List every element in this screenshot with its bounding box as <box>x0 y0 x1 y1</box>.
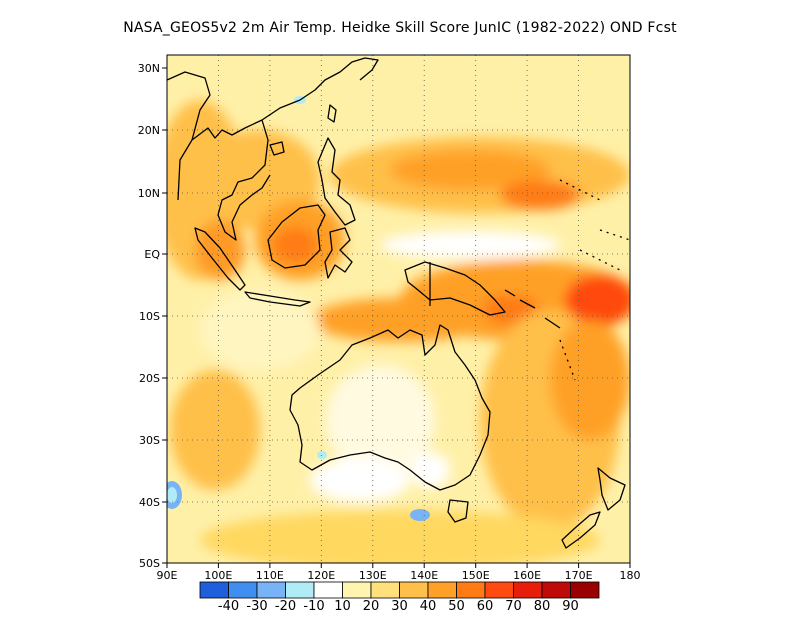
australia-interior <box>325 365 435 475</box>
australia-blue-spot <box>317 451 327 459</box>
colorbar-swatch <box>228 581 258 599</box>
lon-label: 90E <box>157 569 178 582</box>
borneo-coastline <box>267 204 326 269</box>
colorbar-swatch <box>541 581 571 599</box>
java-coastline <box>244 291 311 307</box>
colorbar-label: 90 <box>562 599 579 614</box>
asia-coastline <box>167 57 379 241</box>
nw-shelf-pale <box>200 290 320 370</box>
map-frame <box>166 54 631 564</box>
lon-label: 160E <box>513 569 541 582</box>
philippine-sea-band <box>390 150 550 190</box>
lon-label: 100E <box>204 569 232 582</box>
solomon-coastline <box>504 289 561 329</box>
australia-coastline <box>289 324 491 491</box>
colorbar-label: 80 <box>534 599 551 614</box>
colorbar-label: 30 <box>391 599 408 614</box>
borneo-hotspot <box>273 227 317 263</box>
lat-label: 10N <box>138 187 160 200</box>
lon-label: 140E <box>410 569 438 582</box>
lat-label: 20N <box>138 124 160 137</box>
colorbar-swatch <box>513 581 543 599</box>
lon-label: 120E <box>307 569 335 582</box>
lon-labels: 90E 100E 110E 120E 130E 140E 150E 160E 1… <box>157 569 641 582</box>
equatorial-white-gap <box>380 231 560 259</box>
new-guinea-coastline <box>404 261 506 316</box>
colorbar-label: 50 <box>448 599 465 614</box>
map-title: NASA_GEOS5v2 2m Air Temp. Heidke Skill S… <box>123 20 677 36</box>
colorbar-label: 60 <box>477 599 494 614</box>
new-zealand-south-coastline <box>561 511 601 549</box>
lon-label: 150E <box>462 569 490 582</box>
se-australia-white <box>410 452 450 488</box>
lon-label: 130E <box>359 569 387 582</box>
colorbar <box>199 581 600 599</box>
sumatra-coastline <box>194 227 246 291</box>
lat-label: 50S <box>139 557 160 570</box>
lon-label: 170E <box>565 569 593 582</box>
colorbar-swatch <box>342 581 372 599</box>
southern-ocean-zone <box>200 510 600 563</box>
philippine-sea-core <box>500 180 580 210</box>
maritime-south-zone <box>310 298 490 342</box>
axis-ticks <box>162 67 631 568</box>
lat-label: EQ <box>144 248 160 261</box>
sumatra-zone <box>195 220 245 280</box>
bight-white <box>310 458 410 502</box>
central-pacific-hotspot <box>565 275 630 325</box>
colorbar-swatch <box>285 581 315 599</box>
colorbar-label: -30 <box>246 599 267 614</box>
colorbar-swatch <box>313 581 343 599</box>
skill-field <box>167 55 630 563</box>
lon-label: 180 <box>620 569 641 582</box>
new-zealand-north-coastline <box>597 467 626 511</box>
sulawesi-coastline <box>324 227 353 279</box>
lat-label: 10S <box>139 310 160 323</box>
graticule <box>167 55 630 563</box>
lat-label: 20S <box>139 372 160 385</box>
colorbar-label: -40 <box>218 599 239 614</box>
colorbar-swatch <box>570 581 600 599</box>
colorbar-swatch <box>427 581 457 599</box>
south-of-australia-blue <box>410 509 430 521</box>
southern-indian-zone <box>170 370 260 490</box>
pacific-islands <box>559 179 630 381</box>
southern-indian-ocean-blue-core <box>167 487 177 503</box>
colorbar-swatch <box>456 581 486 599</box>
colorbar-swatch <box>370 581 400 599</box>
lon-label: 110E <box>256 569 284 582</box>
philippines-coastline <box>317 137 356 226</box>
colorbar-label: 70 <box>505 599 522 614</box>
colorbar-labels: -40 -30 -20 -10 10 20 30 40 50 60 70 80 … <box>218 599 579 614</box>
colorbar-swatch <box>484 581 514 599</box>
colorbar-label: 10 <box>334 599 351 614</box>
colorbar-label: 40 <box>420 599 437 614</box>
lat-label: 30N <box>138 62 160 75</box>
colorbar-swatch <box>256 581 286 599</box>
hainan-coastline <box>269 141 285 156</box>
coastlines <box>167 57 630 549</box>
colorbar-label: -20 <box>275 599 296 614</box>
lat-label: 40S <box>139 496 160 509</box>
lat-labels: 30N 20N 10N EQ 10S 20S 30S 40S 50S <box>138 62 161 570</box>
taiwan-coastline <box>327 104 337 123</box>
colorbar-label: 20 <box>363 599 380 614</box>
coral-sea-zone <box>550 320 630 440</box>
colorbar-swatch <box>199 581 229 599</box>
lat-label: 30S <box>139 434 160 447</box>
colorbar-swatch <box>399 581 429 599</box>
tasmania-coastline <box>447 499 469 523</box>
colorbar-label: -10 <box>303 599 324 614</box>
